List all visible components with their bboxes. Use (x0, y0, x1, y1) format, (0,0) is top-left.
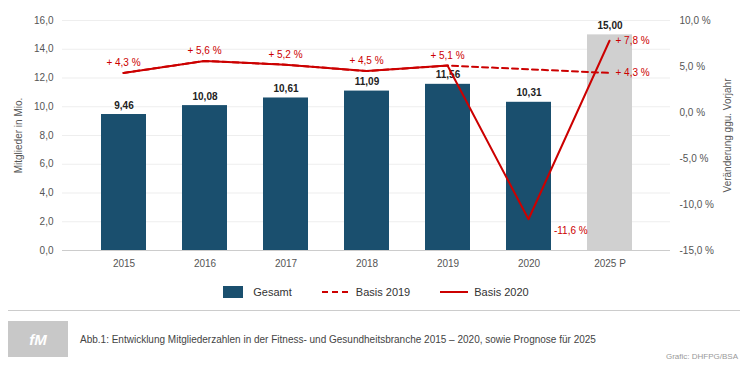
svg-text:-10,0 %: -10,0 % (680, 199, 715, 210)
svg-text:+ 7,8 %: + 7,8 % (616, 35, 650, 46)
svg-text:-15,0 %: -15,0 % (680, 245, 715, 256)
svg-text:+ 4,3 %: + 4,3 % (106, 57, 140, 68)
svg-text:2,0: 2,0 (40, 216, 54, 227)
svg-text:12,0: 12,0 (34, 72, 54, 83)
svg-text:10,0: 10,0 (34, 101, 54, 112)
svg-text:5,0 %: 5,0 % (680, 61, 706, 72)
svg-text:Veränderung ggu. Vorjahr: Veränderung ggu. Vorjahr (722, 78, 733, 193)
svg-text:2018: 2018 (356, 258, 379, 269)
svg-text:+ 5,6 %: + 5,6 % (187, 45, 221, 56)
html-text:Grafic: DHFPG/BSA: Grafic: DHFPG/BSA (666, 352, 738, 361)
svg-text:14,0: 14,0 (34, 43, 54, 54)
svg-text:10,08: 10,08 (192, 91, 217, 102)
svg-text:2025 P: 2025 P (594, 258, 626, 269)
svg-text:+ 4,3 %: + 4,3 % (616, 67, 650, 78)
svg-text:+ 5,1 %: + 5,1 % (430, 50, 464, 61)
html-text:Basis 2020: Basis 2020 (474, 286, 529, 298)
svg-text:6,0: 6,0 (40, 158, 54, 169)
html-text:Basis 2019: Basis 2019 (355, 286, 411, 298)
svg-text:+ 5,2 %: + 5,2 % (268, 49, 302, 60)
svg-text:0,0 %: 0,0 % (680, 107, 706, 118)
svg-text:2015: 2015 (113, 258, 136, 269)
svg-text:-5,0 %: -5,0 % (680, 153, 709, 164)
svg-text:10,61: 10,61 (273, 83, 298, 94)
svg-text:+ 4,5 %: + 4,5 % (349, 55, 383, 66)
svg-text:10,31: 10,31 (516, 87, 541, 98)
svg-text:10,0 %: 10,0 % (680, 15, 711, 26)
svg-text:15,00: 15,00 (597, 20, 622, 31)
svg-text:8,0: 8,0 (40, 130, 54, 141)
svg-text:0,0: 0,0 (40, 245, 54, 256)
svg-text:11,56: 11,56 (436, 69, 461, 80)
svg-text:16,0: 16,0 (34, 15, 54, 26)
svg-text:2016: 2016 (194, 258, 217, 269)
svg-text:2020: 2020 (518, 258, 541, 269)
svg-text:9,46: 9,46 (114, 100, 134, 111)
svg-text:11,09: 11,09 (355, 76, 380, 87)
html-text:fM: fM (29, 330, 47, 348)
svg-text:4,0: 4,0 (40, 187, 54, 198)
html-text:Abb.1: Entwicklung Mitgliederz: Abb.1: Entwicklung Mitgliederzahlen in d… (80, 333, 596, 345)
svg-text:Mitglieder in Mio.: Mitglieder in Mio. (13, 98, 24, 174)
svg-text:-11,6 %: -11,6 % (554, 225, 588, 236)
svg-text:2019: 2019 (437, 258, 460, 269)
svg-text:2017: 2017 (275, 258, 298, 269)
html-text:Gesamt: Gesamt (253, 286, 292, 298)
